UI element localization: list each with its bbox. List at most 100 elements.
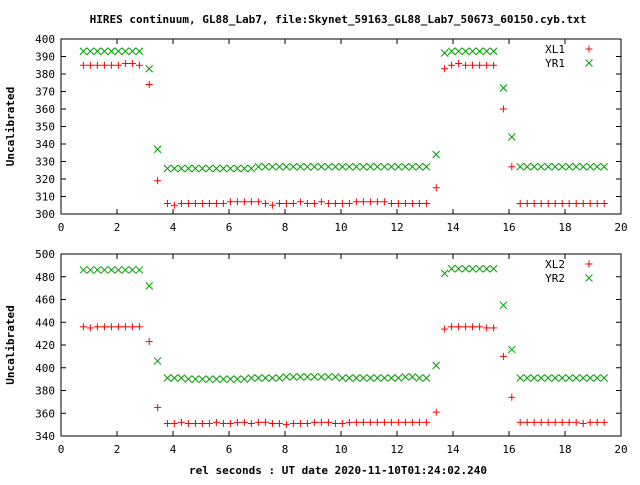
data-point xyxy=(86,47,95,56)
data-point xyxy=(490,61,498,69)
data-point xyxy=(482,47,491,56)
data-point xyxy=(422,418,430,426)
data-point xyxy=(432,184,440,192)
y-axis-label: Uncalibrated xyxy=(4,87,17,166)
plot-frame xyxy=(60,38,622,215)
data-point xyxy=(317,418,325,426)
data-point xyxy=(226,419,234,427)
data-point xyxy=(558,374,567,382)
data-point xyxy=(530,418,538,426)
data-point xyxy=(233,164,242,173)
data-point xyxy=(261,418,269,426)
data-point xyxy=(387,374,396,382)
y-tick-label: 320 xyxy=(35,173,55,186)
data-point xyxy=(86,324,94,332)
x-tick-label: 6 xyxy=(226,443,233,456)
data-point xyxy=(408,372,417,381)
data-point xyxy=(366,418,374,426)
data-point xyxy=(461,47,470,56)
data-point xyxy=(483,61,491,69)
data-point xyxy=(462,323,470,331)
data-point xyxy=(454,264,463,273)
data-point xyxy=(345,162,354,171)
data-point xyxy=(226,198,234,206)
x-tick-label: 16 xyxy=(502,443,515,456)
data-point xyxy=(387,418,395,426)
data-point xyxy=(432,150,441,159)
data-point xyxy=(163,164,172,173)
data-point xyxy=(461,264,470,273)
data-point xyxy=(86,61,94,69)
data-point xyxy=(100,47,109,56)
data-point xyxy=(447,264,456,273)
data-point xyxy=(593,374,602,382)
data-point xyxy=(530,162,539,171)
data-point xyxy=(107,323,115,331)
data-point xyxy=(93,47,102,56)
y-tick-label: 300 xyxy=(35,208,55,221)
x-tick-label: 4 xyxy=(170,443,177,456)
data-point xyxy=(261,200,269,207)
data-point xyxy=(114,61,122,69)
data-point xyxy=(121,323,129,331)
data-point xyxy=(415,200,423,207)
data-point xyxy=(345,200,353,207)
data-point xyxy=(558,200,566,207)
data-point xyxy=(408,162,417,171)
data-point xyxy=(247,198,255,206)
data-point xyxy=(516,200,524,207)
y-tick-label: 360 xyxy=(35,407,55,420)
data-point xyxy=(380,374,389,382)
data-point xyxy=(338,200,346,207)
data-point xyxy=(359,418,367,426)
data-point xyxy=(565,418,573,426)
data-point xyxy=(145,338,153,346)
data-point xyxy=(359,198,367,206)
data-point xyxy=(184,164,193,173)
data-point xyxy=(254,198,262,206)
data-point xyxy=(440,49,449,57)
data-point xyxy=(447,47,456,56)
legend-marker xyxy=(585,59,593,67)
legend-label: XL1 xyxy=(545,43,565,56)
data-point xyxy=(387,200,395,207)
data-point xyxy=(107,47,116,56)
data-point xyxy=(338,162,347,171)
legend-marker xyxy=(585,45,593,53)
data-point xyxy=(380,162,389,171)
data-point xyxy=(432,361,441,370)
x-tick-label: 10 xyxy=(334,443,347,456)
data-point xyxy=(415,418,423,426)
data-point xyxy=(530,200,538,207)
data-point xyxy=(523,418,531,426)
data-point xyxy=(475,47,484,56)
y-tick-label: 480 xyxy=(35,271,55,284)
data-point xyxy=(93,61,101,69)
data-point xyxy=(537,200,545,207)
data-point xyxy=(572,162,581,171)
data-point xyxy=(177,164,186,173)
data-point xyxy=(530,374,539,382)
data-point xyxy=(507,133,516,141)
data-point xyxy=(523,162,532,171)
y-tick-label: 500 xyxy=(35,248,55,261)
x-tick-label: 10 xyxy=(334,221,347,234)
data-point xyxy=(373,162,382,171)
data-point xyxy=(145,281,154,290)
data-point xyxy=(516,418,524,426)
y-tick-label: 440 xyxy=(35,316,55,329)
data-point xyxy=(408,200,416,207)
data-point xyxy=(469,323,477,331)
data-point xyxy=(191,375,200,383)
data-point xyxy=(198,164,207,173)
data-point xyxy=(537,374,546,382)
data-point xyxy=(551,374,560,382)
data-point xyxy=(401,162,410,171)
data-point xyxy=(275,200,283,207)
y-tick-label: 330 xyxy=(35,156,55,169)
data-point xyxy=(289,162,298,171)
y-tick-label: 340 xyxy=(35,430,55,443)
data-point xyxy=(345,374,354,382)
data-point xyxy=(565,374,574,382)
data-point xyxy=(121,60,129,67)
